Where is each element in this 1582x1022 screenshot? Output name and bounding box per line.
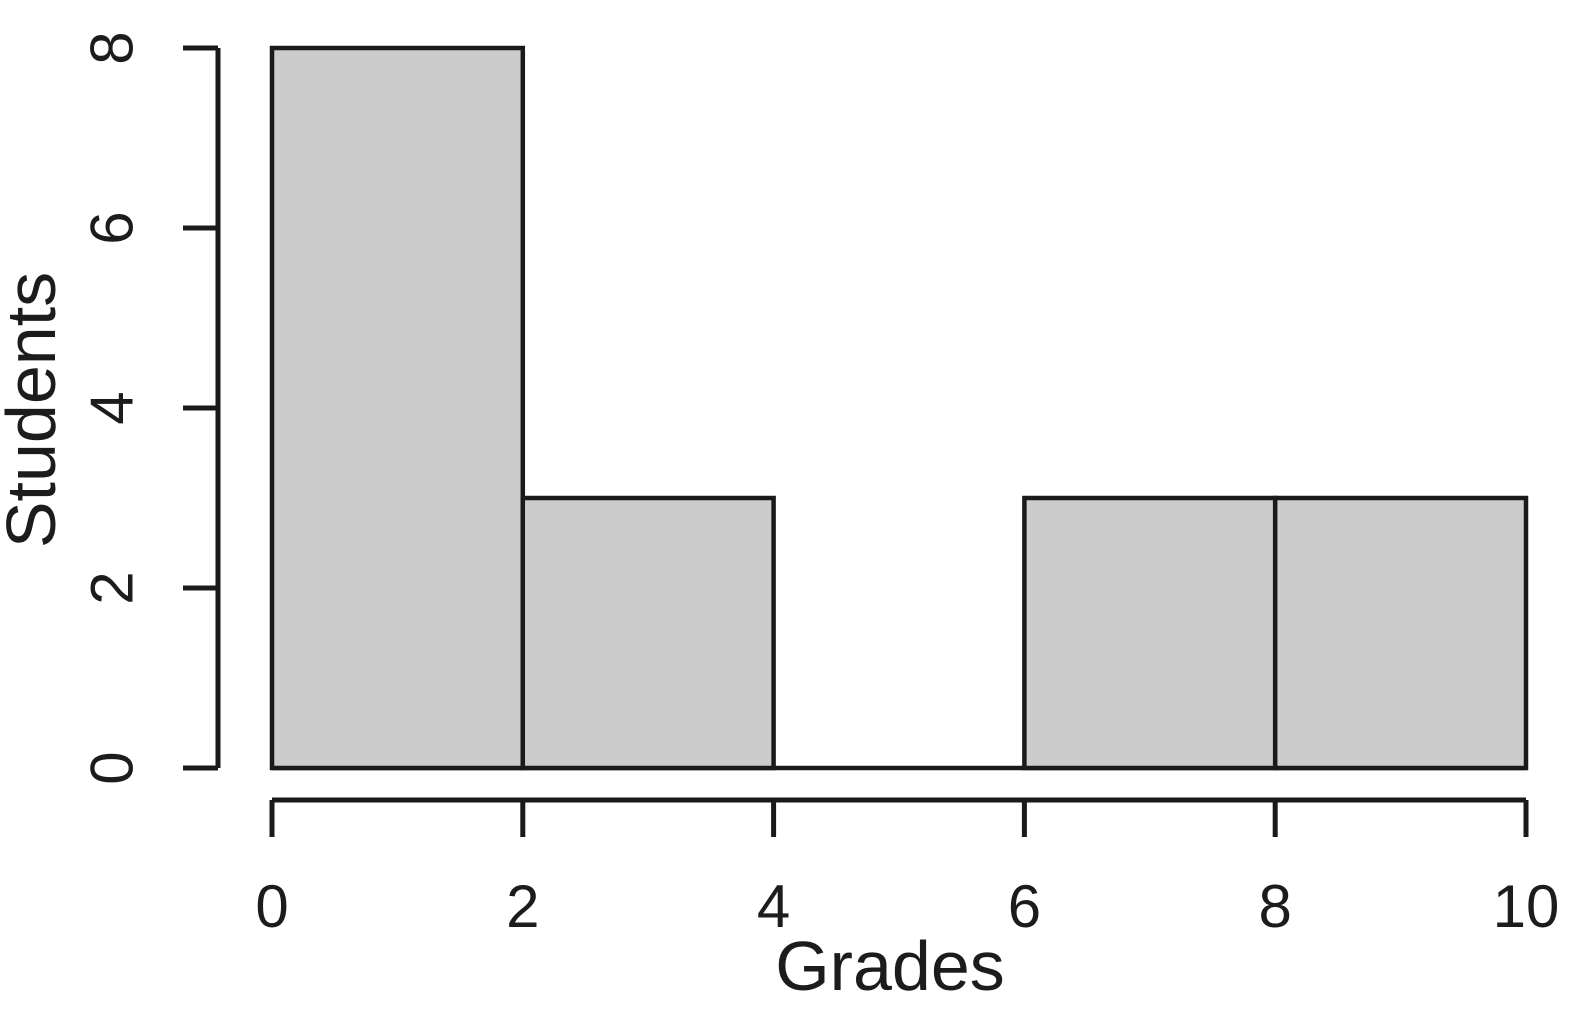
x-tick-label: 2 [506, 873, 539, 940]
y-tick-label: 8 [79, 31, 146, 64]
y-tick-label: 2 [79, 571, 146, 604]
histogram-bar [1022, 495, 1278, 771]
histogram-bar [1272, 495, 1529, 771]
histogram-bar [520, 495, 776, 771]
y-tick-label: 0 [79, 751, 146, 784]
x-tick-label: 10 [1493, 873, 1560, 940]
x-tick-label: 0 [255, 873, 288, 940]
bars-layer [269, 45, 1529, 771]
x-tick-label: 6 [1008, 873, 1041, 940]
histogram-bar [269, 45, 526, 771]
x-axis-title: Grades [775, 927, 1005, 1005]
y-axis-title: Students [0, 272, 70, 548]
x-tick-label: 4 [757, 873, 790, 940]
y-tick-label: 4 [79, 391, 146, 424]
axes-layer: 0 2 4 6 8 0 2 4 6 8 10 [79, 31, 1560, 940]
y-tick-label: 6 [79, 211, 146, 244]
x-tick-label: 8 [1259, 873, 1292, 940]
